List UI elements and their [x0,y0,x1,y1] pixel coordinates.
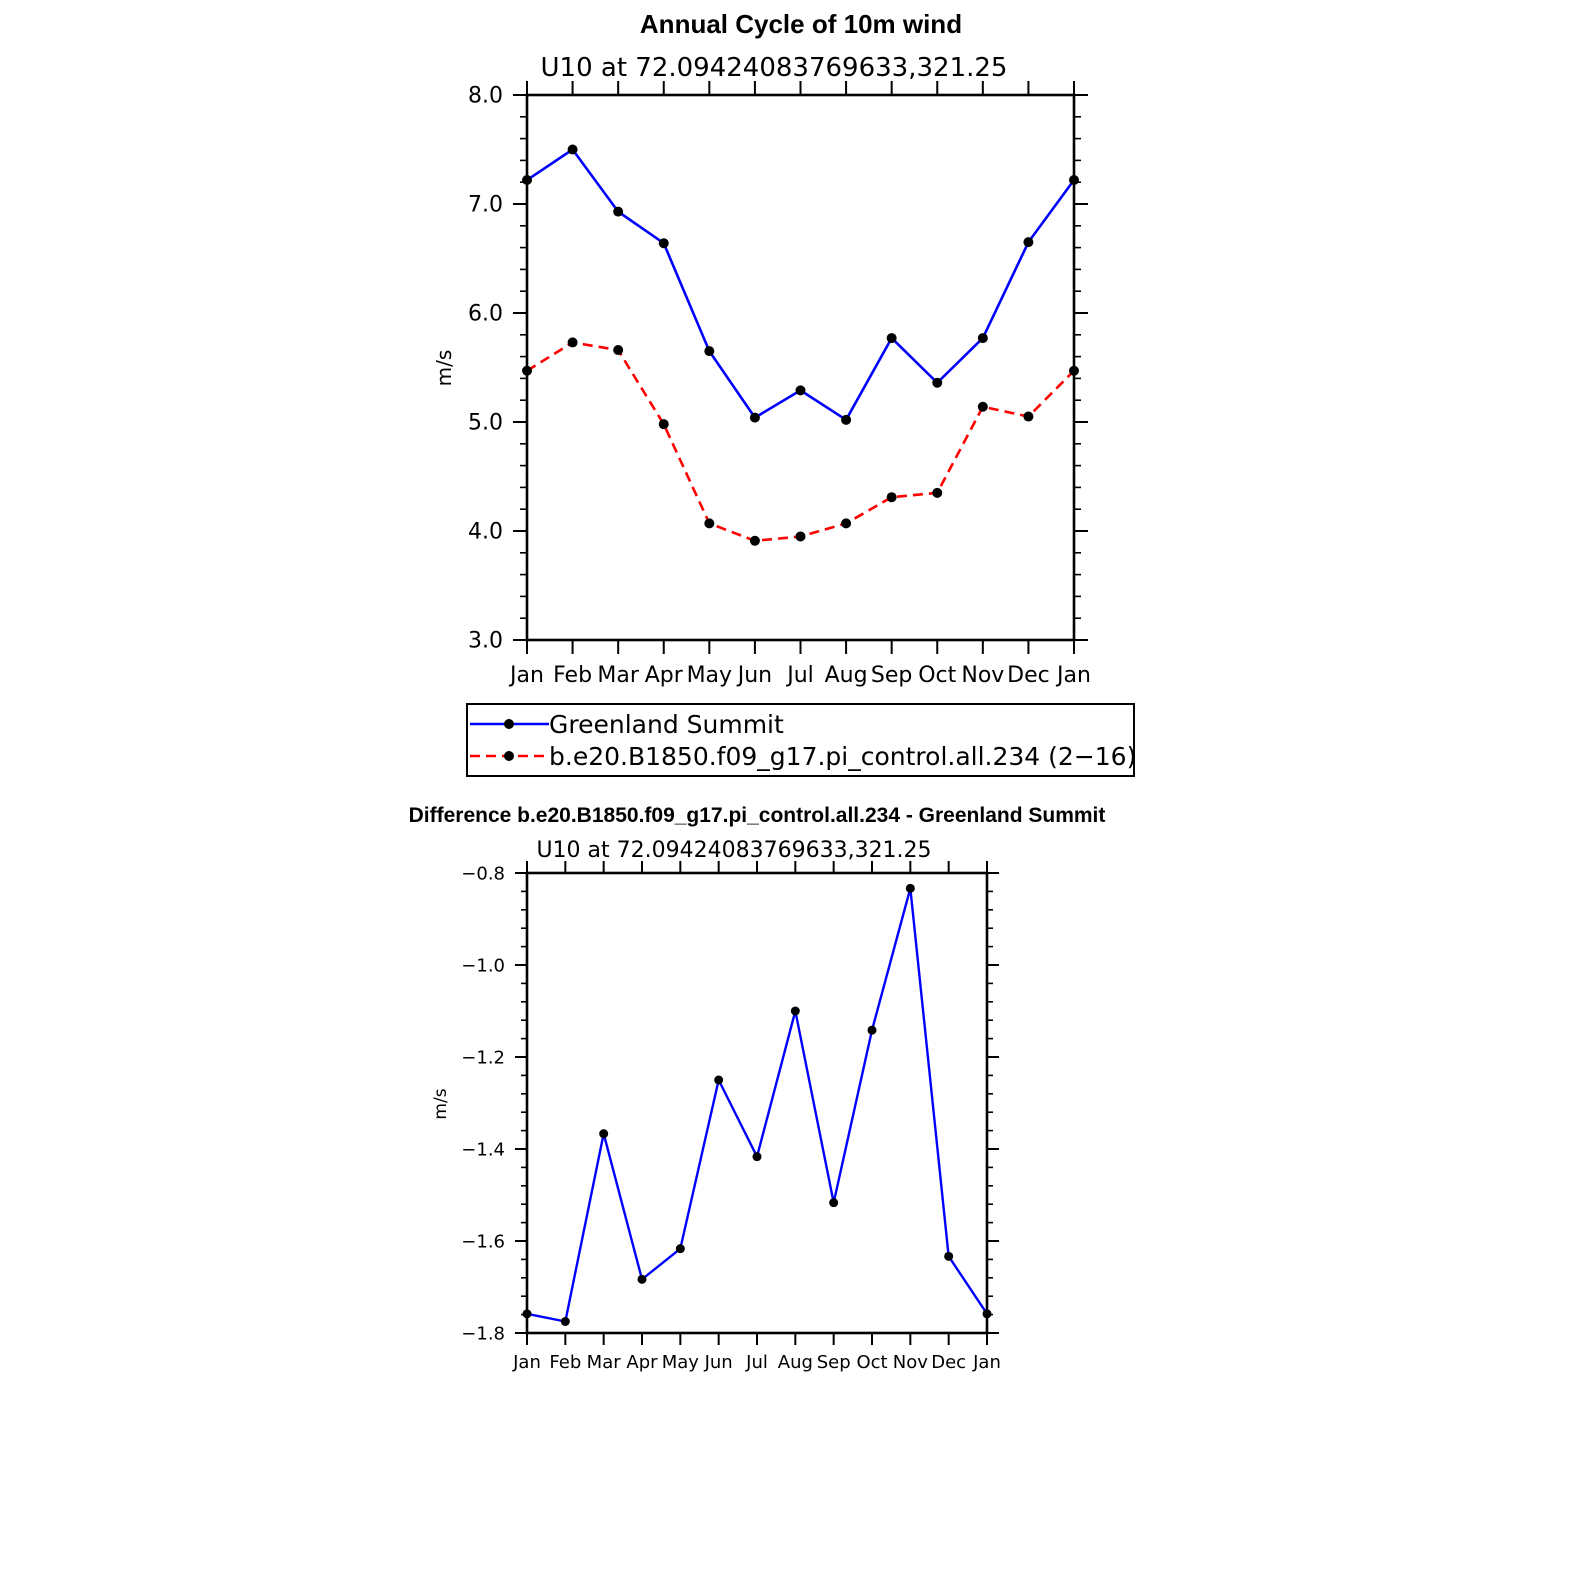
data-point [613,206,624,217]
data-point [1069,175,1079,186]
y-tick-label: 8.0 [468,84,503,109]
data-point [613,345,624,356]
data-point [560,1317,570,1326]
x-tick-label: May [687,663,732,688]
data-point [704,518,715,529]
data-point [749,535,760,546]
data-point [1069,365,1079,376]
x-tick-label: Jul [745,1352,768,1373]
plot-area: Jan Feb Mar Apr May Jun Jul Aug Sep Oct Nov Dec Jan3… [468,81,1091,688]
x-tick-label: Apr [626,1352,658,1373]
legend-box [466,703,1135,777]
series-line-0 [526,148,1076,422]
x-tick-label: Oct [856,1352,887,1373]
data-point [886,333,897,344]
data-point [675,1244,685,1254]
chart-subtitle: U10 at 72.09424083769633,321.25 [541,53,1008,83]
x-tick-label: Jun [736,663,772,688]
data-point [932,487,943,498]
x-tick-label: Mar [597,663,639,688]
y-tick-label: −1.8 [461,1323,505,1344]
data-point [704,346,715,357]
x-tick-label: May [662,1352,700,1373]
x-tick-label: Jan [972,1352,1001,1373]
data-point [658,238,669,249]
data-point [637,1274,647,1284]
x-tick-label: Feb [553,663,592,688]
difference-chart: Difference b.e20.B1850.f09_g17.pi_contro… [409,804,1106,1373]
x-tick-label: Apr [645,663,684,688]
y-tick-label: −1.4 [461,1139,505,1160]
y-tick-label: 3.0 [468,629,503,654]
data-point [982,1309,992,1319]
y-tick-label: 6.0 [468,302,503,327]
y-tick-label: 5.0 [468,411,503,436]
x-tick-label: Aug [778,1352,813,1373]
x-tick-label: Sep [871,663,912,688]
annual-cycle-chart: Annual Cycle of 10m wind U10 at 72.09424… [432,9,1091,688]
data-point [795,531,806,542]
data-point [886,492,897,503]
x-tick-label: Jun [704,1352,733,1373]
data-point [522,1309,532,1319]
x-tick-label: Dec [1007,663,1050,688]
data-point [749,412,760,423]
legend-label-model: b.e20.B1850.f09_g17.pi_control.all.234 (… [549,742,1136,771]
data-point [867,1025,877,1035]
data-point [944,1251,954,1261]
legend-marker-greenland [504,719,514,729]
x-tick-label: Jan [512,1352,541,1373]
x-tick-label: Nov [961,663,1004,688]
data-point [567,337,578,348]
data-point [829,1198,839,1208]
plot-frame [525,871,989,1335]
x-tick-label: Jul [785,663,814,688]
data-point [522,365,532,376]
x-tick-label: Jan [508,663,544,688]
x-tick-label: Oct [918,663,956,688]
data-point [841,414,852,425]
data-point [522,175,532,186]
series-line-1 [526,341,1075,543]
data-point [905,883,915,893]
x-tick-label: Jan [1055,663,1091,688]
series-line-0 [526,887,988,1323]
data-point [567,144,578,155]
data-point [932,377,943,388]
data-point [714,1075,724,1085]
legend: Greenland Summit b.e20.B1850.f09_g17.pi_… [466,703,1136,777]
y-axis-label: m/s [432,350,456,387]
data-point [795,385,806,396]
y-axis-label: m/s [431,1088,451,1119]
data-point [752,1152,762,1162]
data-point [977,333,988,344]
data-point [1023,237,1034,248]
y-tick-label: 4.0 [468,520,503,545]
data-point [1023,411,1034,422]
chart-subtitle: U10 at 72.09424083769633,321.25 [536,838,931,863]
chart-title: Difference b.e20.B1850.f09_g17.pi_contro… [409,804,1106,827]
y-tick-label: −1.2 [461,1047,505,1068]
data-point [599,1129,609,1139]
y-tick-label: 7.0 [468,193,503,218]
x-tick-label: Dec [931,1352,966,1373]
legend-label-greenland: Greenland Summit [549,710,784,739]
y-tick-label: −1.0 [461,955,505,976]
y-tick-label: −1.6 [461,1231,505,1252]
data-point [658,419,669,430]
y-tick-label: −0.8 [461,863,505,884]
plot-frame [525,93,1076,642]
legend-marker-model [504,751,514,761]
data-point [841,518,852,529]
x-tick-label: Sep [817,1352,851,1373]
x-tick-label: Aug [825,663,868,688]
x-tick-label: Feb [549,1352,581,1373]
x-tick-label: Mar [587,1352,622,1373]
data-point [977,401,988,412]
chart-title: Annual Cycle of 10m wind [640,9,962,39]
data-point [790,1006,800,1016]
x-tick-label: Nov [893,1352,928,1373]
plot-area: Jan Feb Mar Apr May Jun Jul Aug Sep Oct Nov Dec Jan−… [461,861,1001,1373]
